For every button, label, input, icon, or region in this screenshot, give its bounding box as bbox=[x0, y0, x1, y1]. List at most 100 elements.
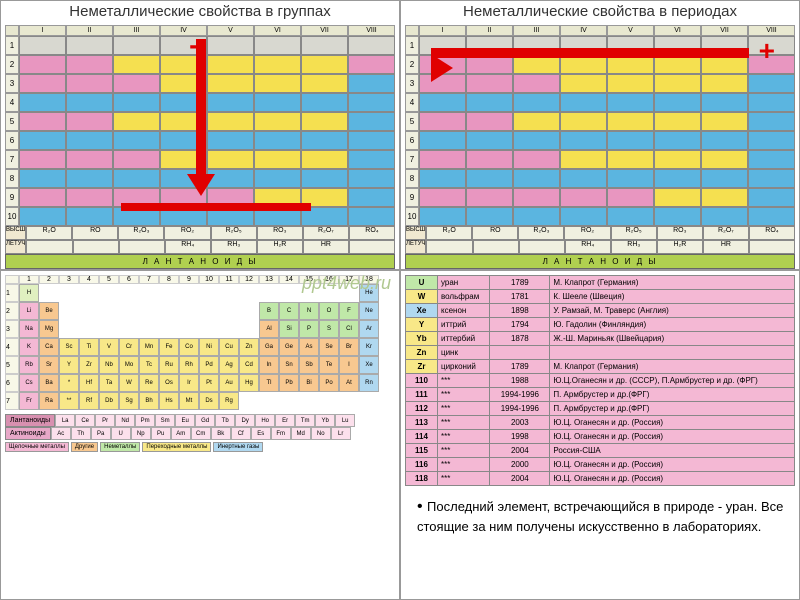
table-row: 5 bbox=[405, 112, 795, 131]
element-cell: Pm bbox=[135, 414, 155, 427]
element-cell bbox=[219, 284, 239, 302]
table-row: 111 *** 1994-1996 П. Армбрустер и др.(ФР… bbox=[406, 388, 795, 402]
discoverer: Россия-США bbox=[550, 444, 795, 458]
element-cell: Sn bbox=[279, 356, 299, 374]
element-cell bbox=[560, 207, 607, 226]
element-cell bbox=[654, 207, 701, 226]
element-cell: Yb bbox=[315, 414, 335, 427]
element-cell bbox=[466, 207, 513, 226]
discovery-year: 1994-1996 bbox=[490, 388, 550, 402]
element-cell bbox=[239, 320, 259, 338]
element-cell: Po bbox=[319, 374, 339, 392]
element-cell bbox=[748, 112, 795, 131]
element-cell bbox=[199, 302, 219, 320]
group-header: III bbox=[513, 25, 560, 36]
element-cell: Nb bbox=[99, 356, 119, 374]
caption: Последний элемент, встречающийся в приро… bbox=[405, 496, 795, 537]
element-cell bbox=[207, 36, 254, 55]
element-cell bbox=[66, 36, 113, 55]
element-cell: Lr bbox=[331, 427, 351, 440]
legend-item: Другие bbox=[71, 442, 98, 452]
element-cell: Dy bbox=[235, 414, 255, 427]
group-header: VI bbox=[254, 25, 301, 36]
group-header: V bbox=[207, 25, 254, 36]
discoverer: П. Армбрустер и др.(ФРГ) bbox=[550, 388, 795, 402]
element-cell: Ba bbox=[39, 374, 59, 392]
oxide-cell: R₂O₇ bbox=[303, 226, 349, 240]
element-cell bbox=[239, 302, 259, 320]
group-header: VII bbox=[301, 25, 348, 36]
element-cell: Sr bbox=[39, 356, 59, 374]
element-cell bbox=[159, 320, 179, 338]
discovery-year: 2004 bbox=[490, 444, 550, 458]
element-cell: Ge bbox=[279, 338, 299, 356]
table-row: 116 *** 2000 Ю.Ц. Оганесян и др. (Россия… bbox=[406, 458, 795, 472]
element-cell: Cs bbox=[19, 374, 39, 392]
element-cell bbox=[419, 188, 466, 207]
element-cell: Rf bbox=[79, 392, 99, 410]
element-cell bbox=[419, 169, 466, 188]
element-cell bbox=[66, 55, 113, 74]
element-cell: Rn bbox=[359, 374, 379, 392]
oxide-cell: R₂O₅ bbox=[611, 226, 657, 240]
element-cell: Sb bbox=[299, 356, 319, 374]
element-cell bbox=[79, 302, 99, 320]
element-cell bbox=[701, 207, 748, 226]
element-cell: Pr bbox=[95, 414, 115, 427]
element-cell bbox=[466, 131, 513, 150]
hydride-cell bbox=[349, 240, 395, 254]
element-symbol: Zn bbox=[406, 346, 438, 360]
element-cell bbox=[207, 55, 254, 74]
element-cell: Er bbox=[275, 414, 295, 427]
group-header: I bbox=[19, 25, 66, 36]
element-cell bbox=[301, 131, 348, 150]
table-row: W вольфрам 1781 К. Шееле (Швеция) bbox=[406, 290, 795, 304]
element-cell: Np bbox=[131, 427, 151, 440]
table-row: 10 bbox=[405, 207, 795, 226]
element-cell bbox=[339, 392, 359, 410]
element-cell: Pu bbox=[151, 427, 171, 440]
table-row: 5RbSrYZrNbMoTcRuRhPdAgCdInSnSbTeIXe bbox=[5, 356, 395, 374]
element-cell: Cf bbox=[231, 427, 251, 440]
legend-item: Переходные металлы bbox=[142, 442, 211, 452]
element-cell bbox=[99, 302, 119, 320]
element-cell bbox=[239, 392, 259, 410]
discovery-year: 1998 bbox=[490, 430, 550, 444]
element-cell: Fm bbox=[271, 427, 291, 440]
panel-groups: Неметаллические свойства в группах IIIII… bbox=[0, 0, 400, 270]
discoverer: Ю. Гадолин (Финляндия) bbox=[550, 318, 795, 332]
element-name: уран bbox=[438, 276, 490, 290]
element-cell bbox=[466, 93, 513, 112]
element-cell bbox=[748, 131, 795, 150]
group-num: 6 bbox=[119, 275, 139, 284]
element-cell: Pa bbox=[91, 427, 111, 440]
element-symbol: 113 bbox=[406, 416, 438, 430]
element-cell bbox=[419, 131, 466, 150]
hydride-cell bbox=[73, 240, 119, 254]
element-cell bbox=[139, 320, 159, 338]
element-cell: Mo bbox=[119, 356, 139, 374]
element-cell: No bbox=[311, 427, 331, 440]
element-cell bbox=[419, 112, 466, 131]
discovery-table: U уран 1789 М. Клапрот (Германия) W воль… bbox=[405, 275, 795, 486]
element-name: цинк bbox=[438, 346, 490, 360]
element-cell bbox=[59, 302, 79, 320]
element-cell: Ru bbox=[159, 356, 179, 374]
element-cell: Ga bbox=[259, 338, 279, 356]
element-cell bbox=[301, 93, 348, 112]
group-num: 5 bbox=[99, 275, 119, 284]
element-cell bbox=[513, 169, 560, 188]
discoverer: К. Шееле (Швеция) bbox=[550, 290, 795, 304]
hydride-cell bbox=[426, 240, 472, 254]
element-cell bbox=[654, 112, 701, 131]
group-num: 8 bbox=[159, 275, 179, 284]
element-cell: Pb bbox=[279, 374, 299, 392]
table-row: 7 bbox=[405, 150, 795, 169]
element-cell bbox=[119, 302, 139, 320]
element-cell: At bbox=[339, 374, 359, 392]
element-cell bbox=[219, 320, 239, 338]
discovery-year: 2004 bbox=[490, 472, 550, 486]
element-cell bbox=[239, 284, 259, 302]
discovery-year: 1789 bbox=[490, 360, 550, 374]
element-cell: Mt bbox=[179, 392, 199, 410]
